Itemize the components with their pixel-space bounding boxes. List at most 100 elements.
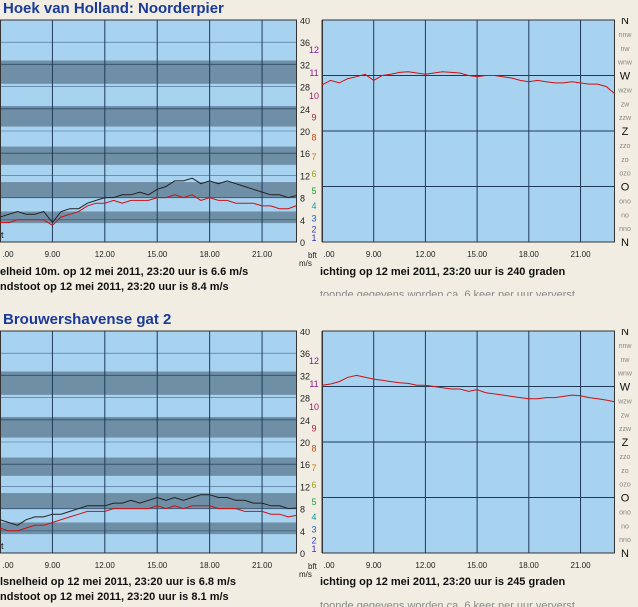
ms-tick-label: 4 — [300, 527, 305, 537]
x-tick-label: 12.00 — [95, 250, 116, 259]
beaufort-band — [0, 211, 297, 224]
ms-tick-label: 40 — [300, 18, 310, 26]
x-tick-label: 18.00 — [519, 561, 540, 570]
direction-plot-frame — [322, 19, 615, 243]
x-tick-label: 9.00 — [45, 250, 61, 259]
compass-label: W — [620, 382, 631, 394]
bft-tick-label: 10 — [309, 402, 319, 412]
unit-ms-label: m/s — [299, 259, 312, 268]
direction-series-line — [321, 71, 616, 95]
ms-tick-label: 32 — [300, 371, 310, 381]
compass-label: N — [621, 237, 629, 249]
compass-label: nw — [621, 357, 631, 364]
bft-tick-label: 5 — [311, 186, 316, 196]
windstoot-series-line — [0, 494, 298, 526]
beaufort-band — [0, 371, 297, 395]
ms-tick-label: 36 — [300, 38, 310, 48]
unit-ms-label: m/s — [299, 570, 312, 579]
x-tick-label: .00 — [2, 561, 14, 570]
refresh-note: toonde gegevens worden ca. 6 keer per uu… — [320, 289, 575, 296]
ms-tick-label: 24 — [300, 416, 310, 426]
bft-tick-label: 6 — [311, 169, 316, 179]
compass-label: nno — [619, 537, 631, 544]
compass-label: Z — [622, 126, 629, 138]
beaufort-band — [0, 106, 297, 127]
bft-tick-label: 1 — [311, 544, 316, 554]
unit-bft-label: bft — [308, 562, 318, 571]
compass-label: wnw — [617, 371, 633, 378]
bft-tick-label: 5 — [311, 497, 316, 507]
bft-tick-label: 3 — [311, 525, 316, 535]
ms-tick-label: 0 — [300, 549, 305, 559]
x-tick-label: 9.00 — [45, 561, 61, 570]
wind-gust-text: ndstoot op 12 mei 2011, 23:20 uur is 8.1… — [0, 591, 229, 603]
bft-tick-label: 9 — [311, 113, 316, 123]
x-tick-label: 21.00 — [252, 250, 273, 259]
wind-chart-svg: .00 9.00 12.00 15.00 18.00 21.00t403632282420… — [0, 15, 633, 268]
chart-area: .00 9.00 12.00 15.00 18.00 21.00 t 40 36 32 28 24 20… — [0, 15, 638, 268]
wind-gust-text: ndstoot op 12 mei 2011, 23:20 uur is 8.4… — [0, 281, 229, 293]
station-title[interactable]: Hoek van Holland: Noorderpier — [3, 0, 224, 17]
beaufort-band — [0, 146, 297, 165]
ms-tick-label: 8 — [300, 505, 305, 515]
compass-label: zo — [621, 468, 629, 475]
bft-tick-label: 12 — [309, 45, 319, 55]
x-tick-label: 15.00 — [467, 561, 488, 570]
x-tick-label: 9.00 — [366, 250, 382, 259]
x-tick-label: .00 — [323, 561, 335, 570]
bft-tick-label: 4 — [311, 201, 316, 211]
compass-label: N — [621, 18, 629, 27]
beaufort-band — [0, 417, 297, 438]
ms-tick-label: 36 — [300, 349, 310, 359]
bft-tick-label: 1 — [311, 233, 316, 243]
compass-label: nno — [619, 226, 631, 233]
x-tick-label: 18.00 — [519, 250, 540, 259]
ms-tick-label: 20 — [300, 438, 310, 448]
ms-tick-label: 12 — [300, 171, 310, 181]
bft-tick-label: 6 — [311, 480, 316, 490]
station-panel-2: Brouwershavense gat 2 .00 9.00 12.00 15.00 1… — [0, 311, 638, 607]
station-title[interactable]: Brouwershavense gat 2 — [3, 311, 172, 328]
beaufort-band — [0, 493, 297, 509]
compass-label: ono — [619, 198, 631, 205]
speed-plot-frame — [0, 19, 297, 243]
x-tick-label: 12.00 — [415, 561, 436, 570]
compass-label: N — [621, 329, 629, 338]
x-tick-label: 15.00 — [147, 250, 168, 259]
bft-tick-label: 7 — [311, 152, 316, 162]
x-tick-label: 21.00 — [252, 561, 273, 570]
t-marker: t — [1, 230, 4, 240]
x-tick-label: 15.00 — [147, 561, 168, 570]
x-tick-label: 21.00 — [571, 250, 592, 259]
compass-label: nw — [621, 46, 631, 53]
ms-tick-label: 12 — [300, 482, 310, 492]
compass-label: zo — [621, 157, 629, 164]
beaufort-band — [0, 60, 297, 84]
ms-tick-label: 0 — [300, 238, 305, 248]
compass-label: Z — [622, 437, 629, 449]
x-tick-label: .00 — [2, 250, 14, 259]
bft-tick-label: 11 — [309, 68, 318, 78]
bft-tick-label: 12 — [309, 356, 319, 366]
compass-label: O — [621, 182, 630, 194]
ms-tick-label: 8 — [300, 194, 305, 204]
compass-label: wnw — [617, 60, 633, 67]
wind-direction-text: ichting op 12 mei 2011, 23:20 uur is 245… — [320, 576, 566, 588]
bft-tick-label: 9 — [311, 424, 316, 434]
x-tick-label: 15.00 — [467, 250, 488, 259]
wind-speed-text: elheid 10m. op 12 mei 2011, 23:20 uur is… — [0, 266, 249, 278]
ms-tick-label: 20 — [300, 127, 310, 137]
compass-label: wzw — [617, 398, 633, 405]
beaufort-band — [0, 457, 297, 476]
bft-tick-label: 2 — [311, 225, 316, 235]
bft-tick-label: 10 — [309, 91, 319, 101]
compass-label: zw — [621, 412, 631, 419]
chart-area: .00 9.00 12.00 15.00 18.00 21.00 t 40 36 32 28 24 20… — [0, 326, 638, 579]
compass-label: no — [621, 523, 629, 530]
bft-tick-label: 11 — [309, 379, 318, 389]
ms-tick-label: 28 — [300, 394, 310, 404]
wind-direction-text: ichting op 12 mei 2011, 23:20 uur is 240… — [320, 266, 566, 278]
compass-label: ozo — [619, 171, 630, 178]
bft-tick-label: 2 — [311, 536, 316, 546]
compass-label: nnw — [619, 32, 633, 39]
